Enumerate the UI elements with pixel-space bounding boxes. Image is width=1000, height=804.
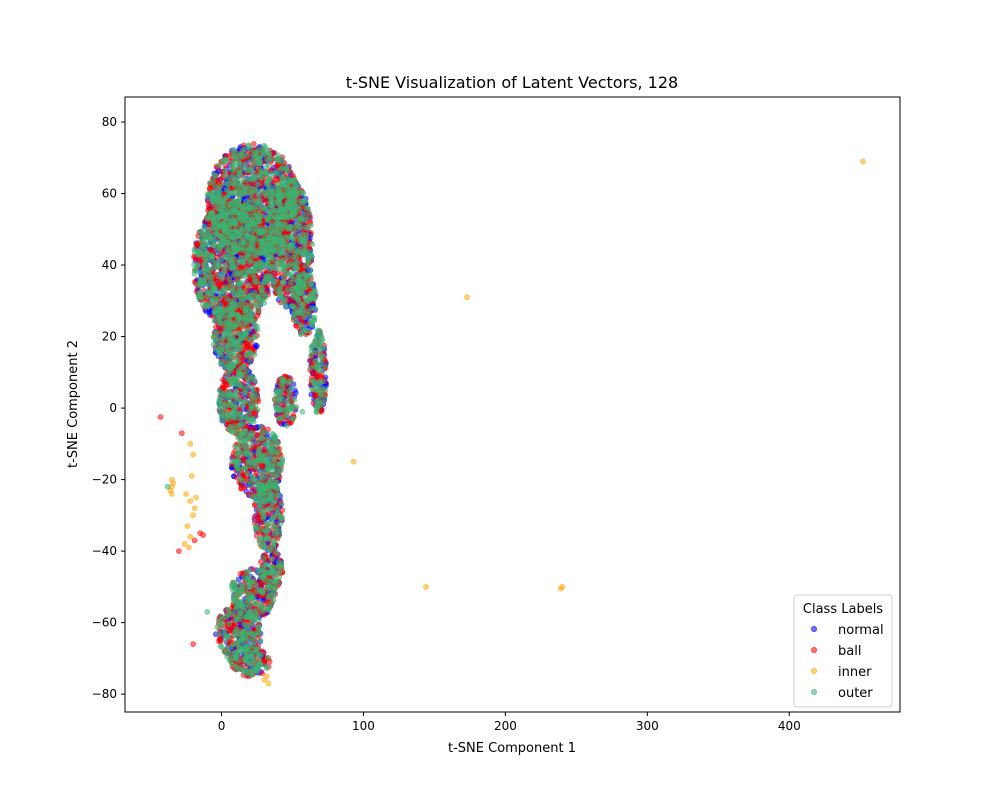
point-outer	[216, 189, 223, 195]
point-outer	[236, 187, 243, 194]
point-outer	[279, 176, 286, 182]
point-ball	[259, 670, 265, 677]
point-outer	[247, 146, 254, 153]
point-outer	[248, 191, 255, 198]
point-outer	[263, 205, 269, 212]
point-outer	[244, 152, 250, 159]
point-outer	[216, 183, 223, 190]
point-outer	[244, 167, 251, 174]
point-outer	[254, 201, 261, 207]
point-outer	[216, 196, 223, 203]
point-outer	[211, 182, 218, 189]
point-ball	[237, 570, 244, 577]
point-outer	[225, 189, 232, 196]
point-outer	[236, 150, 243, 157]
point-ball	[309, 369, 316, 376]
point-outer	[279, 158, 286, 165]
point-outer	[236, 160, 243, 167]
point-outer	[257, 160, 263, 167]
point-outer	[236, 170, 243, 177]
point-ball	[246, 425, 253, 431]
points-layer	[157, 141, 866, 687]
point-outer	[252, 153, 259, 160]
point-outer	[258, 213, 265, 219]
chart-title: t-SNE Visualization of Latent Vectors, 1…	[346, 73, 678, 92]
point-outer	[212, 172, 219, 179]
point-outer	[222, 167, 228, 174]
point-outer	[260, 151, 267, 158]
point-outer	[209, 190, 216, 197]
point-ball	[212, 324, 219, 330]
point-ball	[258, 581, 265, 588]
point-outer	[266, 150, 273, 157]
point-outer	[263, 164, 270, 171]
point-outer	[253, 210, 259, 217]
point-outer	[237, 193, 244, 199]
point-ball	[250, 141, 257, 147]
point-outer	[273, 169, 279, 176]
point-outer	[229, 159, 236, 166]
point-ball	[251, 514, 258, 520]
point-outer	[231, 146, 237, 153]
point-outer	[251, 176, 258, 183]
point-outer	[229, 172, 236, 179]
point-outer	[274, 156, 281, 163]
point-outer	[220, 157, 226, 164]
point-outer	[224, 180, 231, 187]
point-outer	[215, 162, 222, 169]
point-outer	[264, 192, 270, 199]
point-ball	[259, 463, 265, 470]
point-outer	[243, 177, 249, 184]
point-outer	[259, 170, 266, 177]
point-outer	[283, 165, 289, 172]
point-outer	[255, 192, 262, 199]
point-outer	[222, 261, 228, 268]
point-outer	[206, 179, 213, 186]
point-outer	[256, 166, 263, 172]
point-outer	[222, 172, 228, 179]
point-outer	[257, 206, 264, 213]
point-outer	[255, 181, 262, 188]
point-outer	[242, 160, 249, 167]
point-outer	[265, 178, 272, 185]
point-outer	[259, 187, 265, 194]
point-outer	[210, 198, 216, 205]
point-outer	[253, 186, 259, 193]
point-ball	[238, 485, 245, 492]
point-outer	[234, 179, 241, 186]
point-outer	[266, 155, 273, 162]
point-outer	[239, 183, 245, 190]
point-outer	[251, 170, 258, 177]
point-outer	[248, 185, 255, 192]
